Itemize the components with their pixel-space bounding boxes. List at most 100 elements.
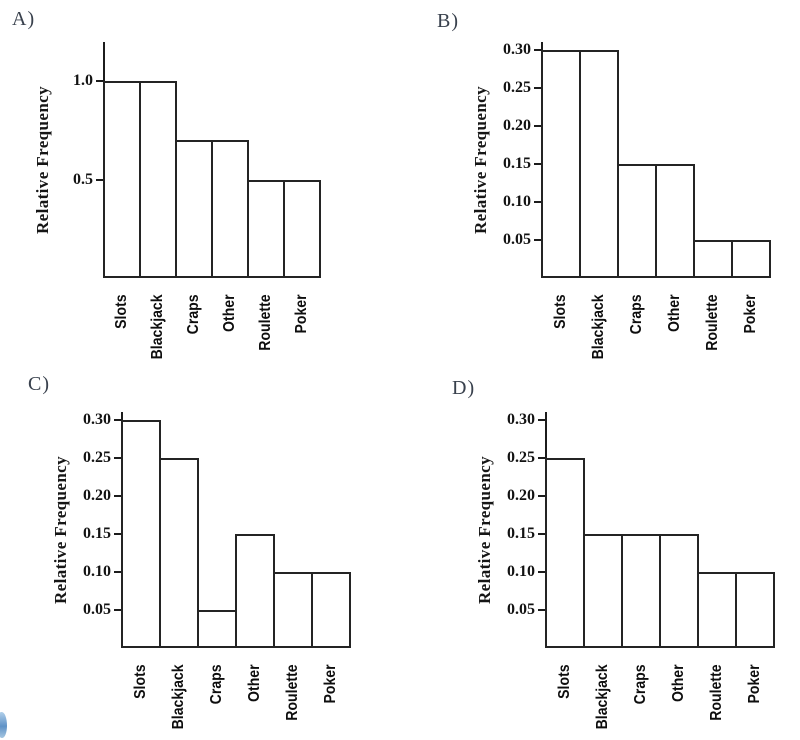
y-tick-label: 0.10 [507,562,535,580]
y-tick-label: 0.05 [503,230,531,248]
x-category-label: Poker [746,664,763,704]
bar-blackjack [583,533,623,648]
plot-area-a: 0.5 1.0 Slots Blackjack Craps Other Roulette Po… [0,0,400,370]
bar-poker [731,239,771,278]
x-category-label: Poker [293,294,310,334]
bar-poker [735,571,775,648]
x-category-label: Slots [552,294,569,329]
y-tick-label: 0.30 [507,410,535,428]
x-category-label: Blackjack [149,294,166,360]
y-tick-mark [534,162,541,165]
y-tick-label: 0.30 [83,410,111,428]
x-category-label: Slots [113,294,130,329]
option-label-a: A) [12,8,36,30]
plot-area-b: 0.05 0.10 0.15 0.20 0.25 0.30 Slots Blackjack Cr… [400,0,800,370]
y-tick-mark [538,418,545,421]
x-category-label: Other [221,294,238,332]
y-tick-mark [534,200,541,203]
bar-blackjack [159,457,199,648]
y-tick-mark [96,178,103,181]
y-tick-label: 0.5 [73,170,93,188]
x-category-label: Craps [185,294,202,335]
y-tick-label: 0.20 [503,116,531,134]
y-tick-mark [538,570,545,573]
bar-slots [545,457,585,648]
bar-roulette [697,571,737,648]
y-tick-label: 0.25 [83,448,111,466]
chart-panel-d: D) Relative Frequency 0.05 0.10 0.15 0.20 0.… [400,370,800,740]
bar-craps [197,609,237,648]
y-tick-mark [534,86,541,89]
y-tick-mark [114,494,121,497]
bar-other [659,533,699,648]
y-tick-mark [538,608,545,611]
y-tick-label: 0.25 [507,448,535,466]
x-category-label: Craps [632,664,649,705]
x-category-label: Poker [742,294,759,334]
x-category-label: Roulette [284,664,301,721]
chart-panel-a: A) Relative Frequency 0.5 1.0 Slots Blackja… [0,0,400,370]
y-tick-label: 0.20 [507,486,535,504]
x-category-label: Craps [208,664,225,705]
y-tick-mark [114,570,121,573]
bar-craps [617,163,657,278]
bar-slots [541,49,581,278]
x-category-label: Blackjack [170,664,187,730]
option-label-b: B) [437,10,459,32]
x-category-label: Slots [556,664,573,699]
y-tick-mark [534,124,541,127]
clipped-blue-text-artifact [0,712,7,738]
y-tick-label: 0.10 [83,562,111,580]
x-category-label: Craps [628,294,645,335]
x-category-label: Blackjack [590,294,607,360]
y-tick-label: 0.05 [83,600,111,618]
bar-other [235,533,275,648]
y-tick-label: 0.25 [503,78,531,96]
bar-other [211,140,249,278]
x-category-label: Other [666,294,683,332]
x-category-label: Roulette [708,664,725,721]
option-label-c: C) [28,373,50,395]
x-category-label: Other [246,664,263,702]
bar-roulette [247,179,285,278]
bar-slots [121,419,161,648]
chart-panel-b: B) Relative Frequency 0.05 0.10 0.15 0.20 0.… [400,0,800,370]
bar-slots [103,81,141,278]
bar-craps [175,140,213,278]
bar-roulette [273,571,313,648]
y-tick-label: 0.15 [507,524,535,542]
y-tick-label: 0.30 [503,40,531,58]
y-tick-mark [538,532,545,535]
x-category-label: Blackjack [594,664,611,730]
x-category-label: Poker [322,664,339,704]
bar-craps [621,533,661,648]
y-tick-mark [114,532,121,535]
bar-other [655,163,695,278]
y-tick-mark [114,418,121,421]
y-tick-mark [96,80,103,83]
option-label-d: D) [452,377,476,399]
y-tick-label: 0.15 [83,524,111,542]
y-tick-label: 0.20 [83,486,111,504]
bar-blackjack [139,81,177,278]
x-category-label: Roulette [257,294,274,351]
chart-panel-c: C) Relative Frequency 0.05 0.10 0.15 0.20 0.… [0,370,400,740]
y-tick-label: 0.05 [507,600,535,618]
y-tick-mark [534,48,541,51]
x-category-label: Other [670,664,687,702]
plot-area-c: 0.05 0.10 0.15 0.20 0.25 0.30 Slots Blackjack Cr… [0,370,400,740]
bar-blackjack [579,49,619,278]
y-tick-label: 0.10 [503,192,531,210]
x-category-label: Roulette [704,294,721,351]
bar-poker [283,179,321,278]
y-tick-mark [114,608,121,611]
y-tick-label: 0.15 [503,154,531,172]
plot-area-d: 0.05 0.10 0.15 0.20 0.25 0.30 Slots Blackjack Cr… [400,370,800,740]
y-tick-mark [114,456,121,459]
bar-roulette [693,239,733,278]
y-tick-label: 1.0 [73,72,93,90]
y-tick-mark [538,456,545,459]
bar-poker [311,571,351,648]
y-tick-mark [534,238,541,241]
